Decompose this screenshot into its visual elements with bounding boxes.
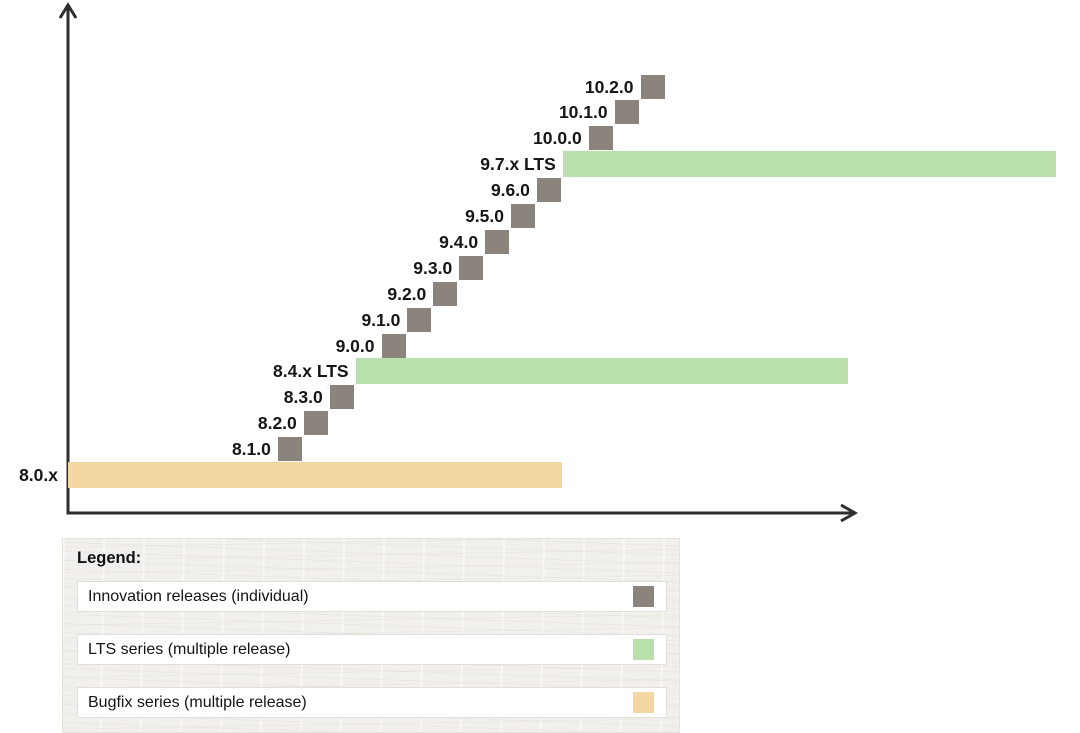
release-marker-innovation <box>640 74 665 99</box>
release-marker-bugfix <box>68 462 562 488</box>
release-marker-lts <box>355 358 848 385</box>
legend-swatch-innovation-icon <box>633 586 654 607</box>
release-marker-innovation <box>329 385 354 410</box>
release-marker-lts <box>562 151 1056 178</box>
legend-item-innovation: Innovation releases (individual) <box>77 581 667 612</box>
release-marker-innovation <box>433 281 458 306</box>
release-label: 9.4.0 <box>439 231 479 252</box>
legend-title: Legend: <box>77 549 142 567</box>
legend-item-bugfix: Bugfix series (multiple release) <box>77 687 667 718</box>
release-label: 9.2.0 <box>387 283 427 304</box>
release-label: 10.2.0 <box>584 76 634 97</box>
release-marker-innovation <box>407 307 432 332</box>
release-label: 9.6.0 <box>490 180 530 201</box>
legend-item-label: LTS series (multiple release) <box>88 640 291 658</box>
release-marker-innovation <box>303 411 328 436</box>
release-label: 8.4.x LTS <box>273 361 349 382</box>
release-label: 8.1.0 <box>231 439 271 460</box>
legend-swatch-lts-icon <box>633 639 654 660</box>
legend-item-lts: LTS series (multiple release) <box>77 634 667 665</box>
legend-swatch-bugfix-icon <box>633 692 654 713</box>
release-marker-innovation <box>485 229 510 254</box>
release-chart: 8.0.x 8.1.0 8.2.0 8.3.0 8.4.x LTS 9.0.0 9.1.0 9… <box>19 2 1056 523</box>
release-label: 10.0.0 <box>533 128 582 149</box>
legend-item-label: Bugfix series (multiple release) <box>88 693 307 711</box>
release-label: 9.0.0 <box>335 335 375 356</box>
release-label: 9.1.0 <box>361 309 401 330</box>
x-axis-arrow-icon <box>840 503 859 523</box>
release-marker-innovation <box>588 126 613 151</box>
release-label: 9.7.x LTS <box>480 154 556 175</box>
release-label: 8.2.0 <box>257 413 297 434</box>
release-label: 10.1.0 <box>558 102 608 123</box>
release-label: 9.5.0 <box>465 206 504 226</box>
release-marker-innovation <box>614 100 639 125</box>
release-label: 9.3.0 <box>413 257 453 278</box>
release-marker-innovation <box>511 204 535 228</box>
release-label: 8.3.0 <box>283 387 323 408</box>
y-axis-arrow-icon <box>58 2 78 19</box>
release-label: 8.0.x <box>19 465 58 485</box>
legend-item-label: Innovation releases (individual) <box>88 587 309 605</box>
release-marker-innovation <box>381 333 406 358</box>
release-marker-innovation <box>459 255 484 280</box>
release-marker-innovation <box>277 437 302 462</box>
release-marker-innovation <box>536 178 561 203</box>
legend-box: Legend: Innovation releases (individual)… <box>62 538 680 733</box>
